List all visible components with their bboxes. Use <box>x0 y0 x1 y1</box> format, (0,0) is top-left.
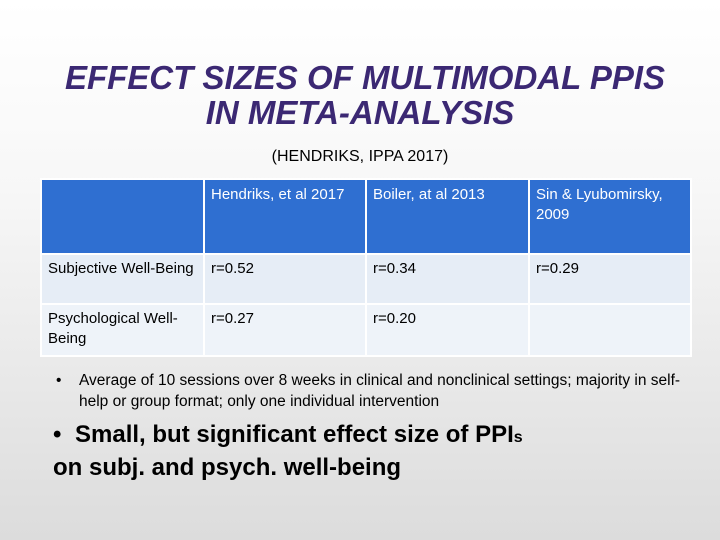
row-label-psychological: Psychological Well-Being <box>40 303 205 357</box>
slide-title: EFFECT SIZES OF MULTIMODAL PPIS IN META-… <box>0 60 720 130</box>
table-cell: r=0.34 <box>365 253 530 305</box>
bullet-text-effect: Small, but significant effect size of PP… <box>75 421 514 448</box>
bullet-list: • Average of 10 sessions over 8 weeks in … <box>53 370 695 483</box>
bullet-item-effect: • Small, but significant effect size of P… <box>53 420 695 483</box>
table-cell-empty <box>528 303 692 357</box>
bullet-text-sessions: Average of 10 sessions over 8 weeks in c… <box>79 372 681 410</box>
table-header-row: Hendriks, et al 2017 Boiler, at al 2013 … <box>40 178 692 255</box>
table-cell: r=0.52 <box>203 253 367 305</box>
slide-subtitle: (HENDRIKS, IPPA 2017) <box>271 148 449 165</box>
header-cell-hendriks: Hendriks, et al 2017 <box>203 178 367 255</box>
row-label-subjective: Subjective Well-Being <box>40 253 205 305</box>
header-cell-empty <box>40 178 205 255</box>
bullet-text-plural-s: s <box>513 429 523 446</box>
table-row: Psychological Well-Being r=0.27 r=0.20 <box>40 303 692 357</box>
bullet-text-effect-tail: on subj. and psych. well-being <box>53 454 402 481</box>
effect-size-table: Hendriks, et al 2017 Boiler, at al 2013 … <box>40 178 692 357</box>
bullet-marker: • <box>53 421 62 448</box>
header-cell-sin-lyubomirsky: Sin & Lyubomirsky, 2009 <box>528 178 692 255</box>
table-cell: r=0.27 <box>203 303 367 357</box>
table-row: Subjective Well-Being r=0.52 r=0.34 r=0.… <box>40 253 692 305</box>
table-cell: r=0.20 <box>365 303 530 357</box>
bullet-item-sessions: • Average of 10 sessions over 8 weeks in … <box>55 370 695 412</box>
header-cell-boiler: Boiler, at al 2013 <box>365 178 530 255</box>
title-line-2: IN META-ANALYSIS <box>205 94 515 131</box>
table-cell: r=0.29 <box>528 253 692 305</box>
title-line-1: EFFECT SIZES OF MULTIMODAL PPIS <box>64 59 666 96</box>
bullet-marker: • <box>56 372 62 389</box>
